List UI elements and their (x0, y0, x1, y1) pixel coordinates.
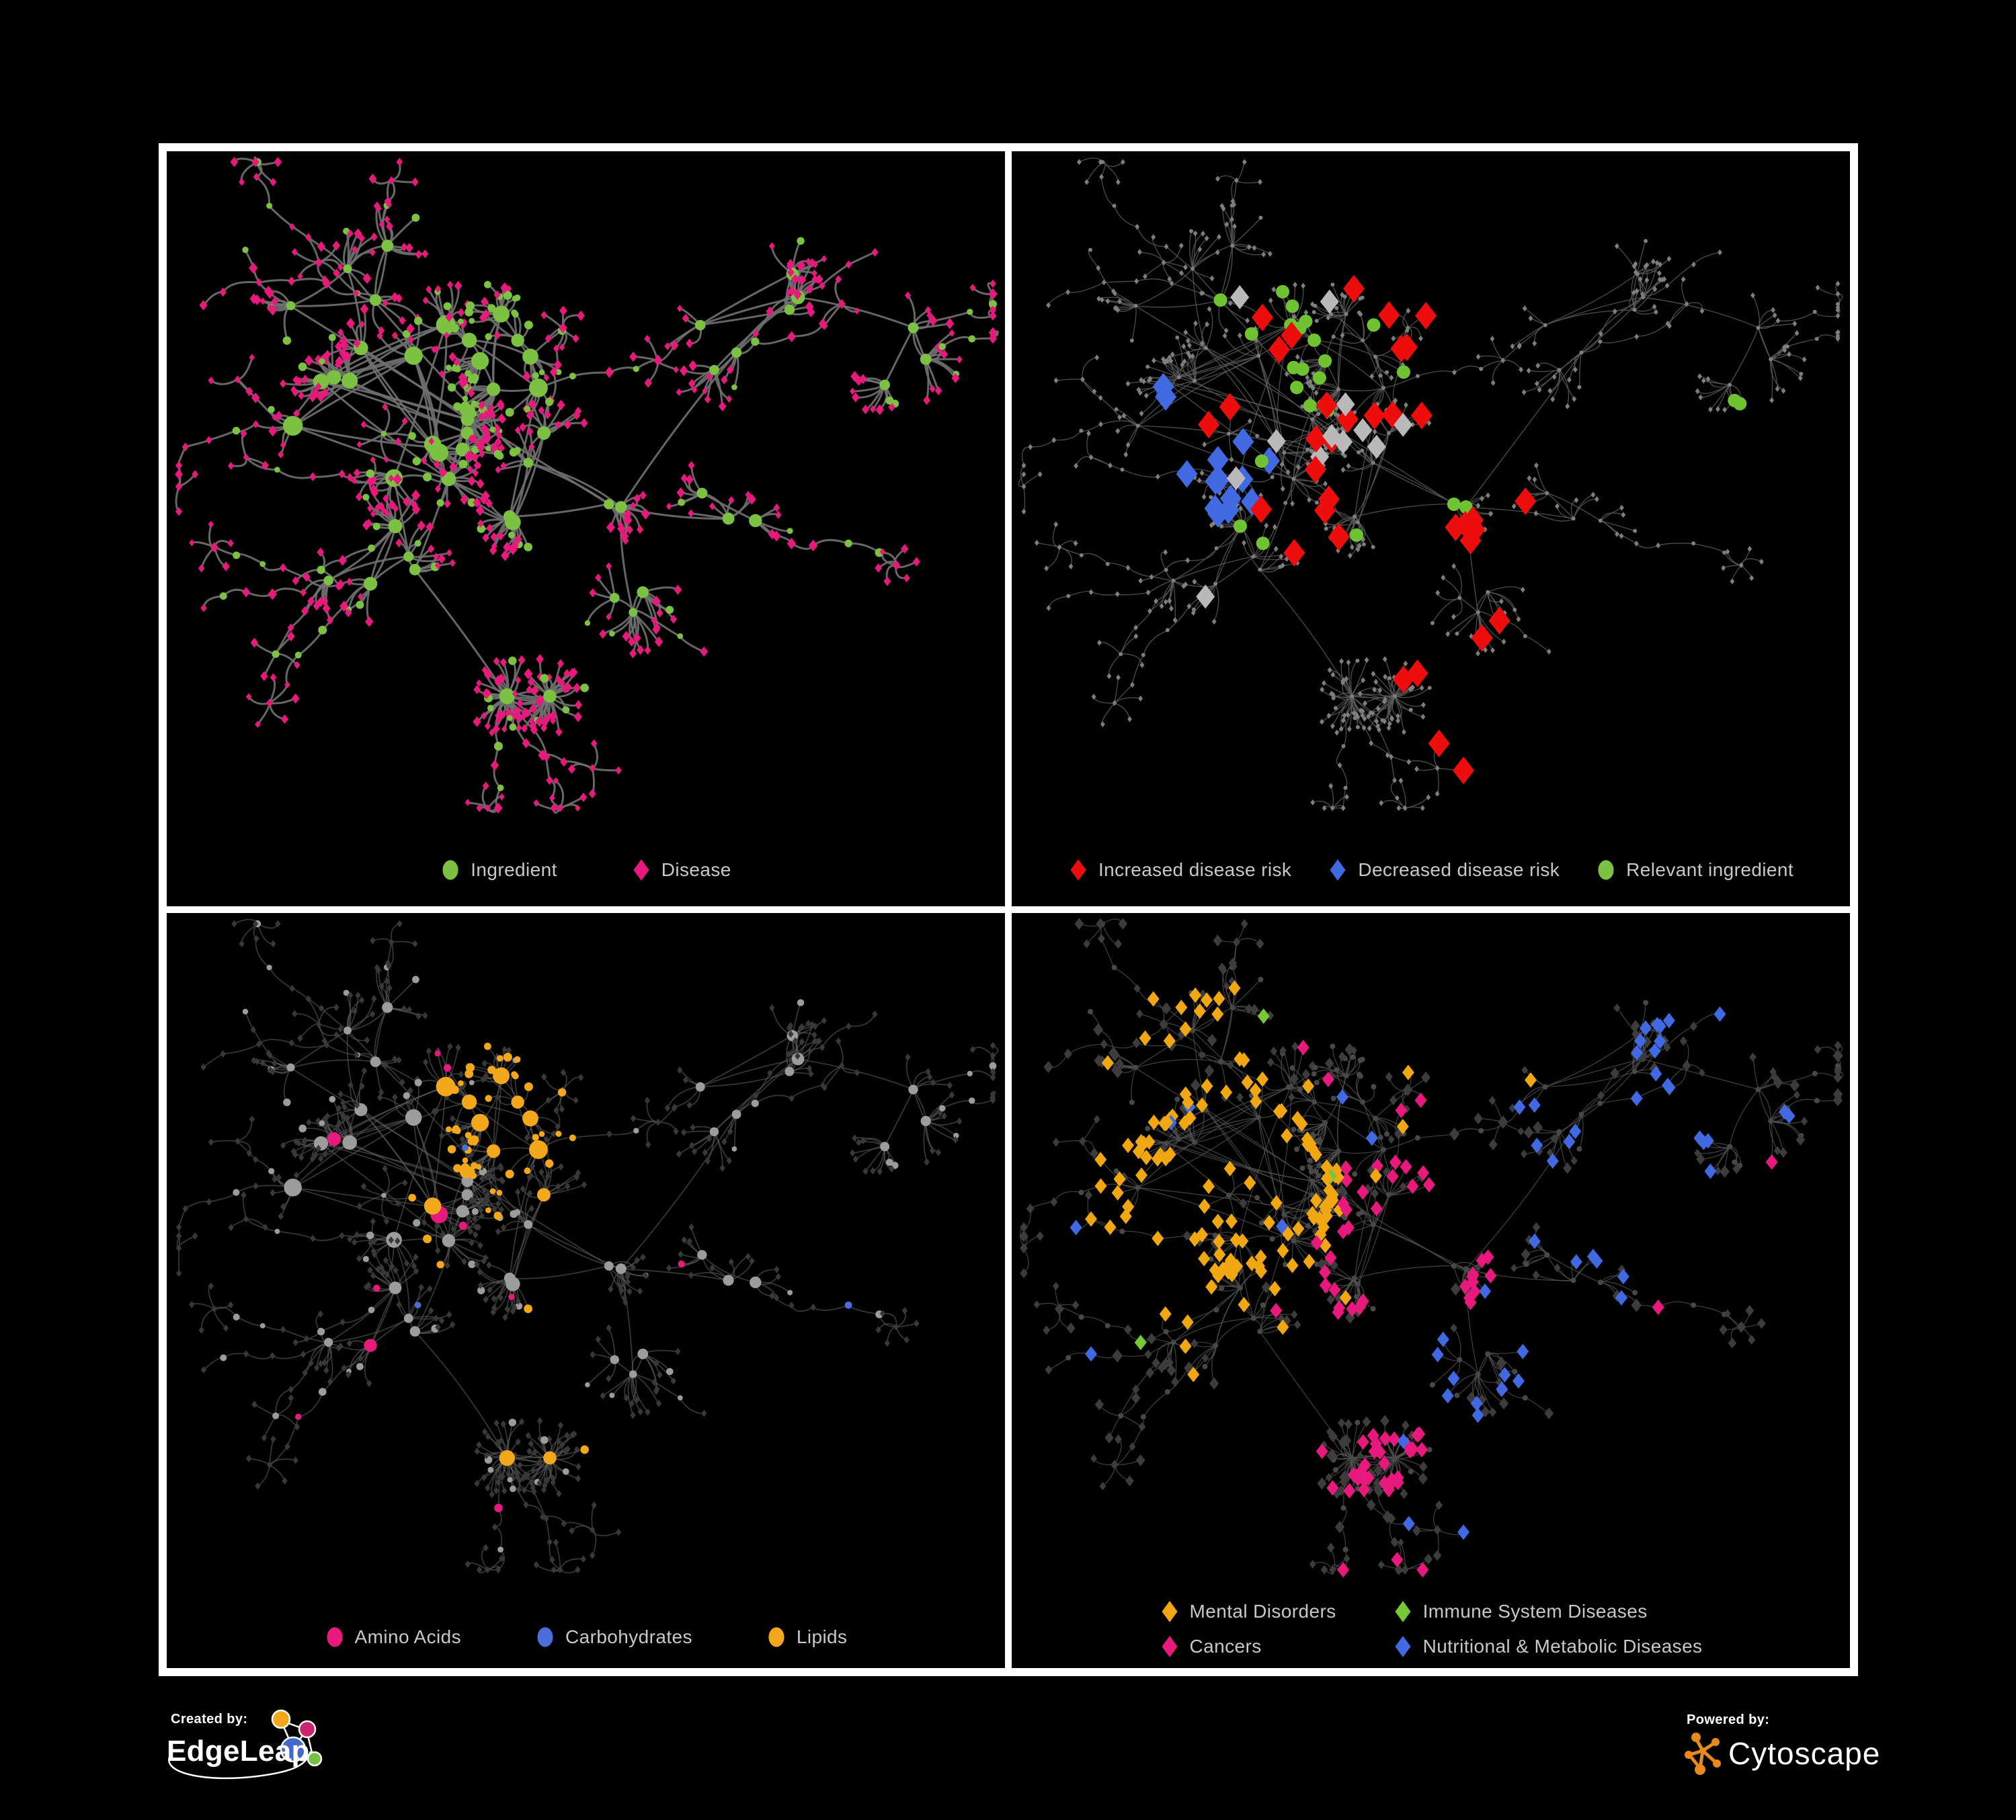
legend-diamond-icon (1330, 859, 1346, 881)
legend-diamond-icon (1161, 1601, 1178, 1622)
legend-disease-classes: Mental Disorders Immune System Diseases Ca… (1012, 1599, 1850, 1659)
panel-disease-classes: Mental Disorders Immune System Diseases Ca… (1012, 913, 1850, 1668)
legend-diamond-icon (1161, 1636, 1178, 1657)
edgeleap-logo: Created by: EdgeLeap (167, 1709, 323, 1780)
legend-item-disease: Disease (631, 858, 731, 882)
network-disease-classes (1019, 918, 1844, 1578)
legend-label: Lipids (796, 1626, 848, 1647)
legend-diamond-icon (1395, 1636, 1411, 1657)
panel-disease-risk: Increased disease risk Decreased disease … (1012, 151, 1850, 906)
legend-ingredient-disease: Ingredient Disease (167, 858, 1005, 882)
legend-item-nutritional-metabolic-diseases: Nutritional & Metabolic Diseases (1393, 1634, 1703, 1659)
legend-item-decreased-disease-risk: Decreased disease risk (1328, 858, 1560, 882)
legend-item-increased-disease-risk: Increased disease risk (1068, 858, 1291, 882)
panels-frame: Ingredient Disease Increased disease risk… (159, 143, 1858, 1676)
legend-label: Carbohydrates (565, 1626, 692, 1647)
legend-item-mental-disorders: Mental Disorders (1160, 1599, 1336, 1624)
cytoscape-brand: Cytoscape (1728, 1736, 1880, 1771)
legend-circle-icon (768, 1627, 784, 1647)
legend-circle-icon (326, 1627, 343, 1647)
legend-item-relevant-ingredient: Relevant ingredient (1596, 858, 1793, 882)
panel-ingredient-disease: Ingredient Disease (167, 151, 1005, 906)
legend-label: Immune System Diseases (1422, 1601, 1648, 1622)
legend-circle-icon (537, 1627, 553, 1647)
cytoscape-credit: Powered by: Cytoscape (1684, 1709, 1886, 1783)
legend-label: Ingredient (471, 859, 557, 880)
network-disease-risk (1018, 157, 1843, 812)
legend-nutrient-classes: Amino Acids Carbohydrates Lipids (167, 1625, 1005, 1649)
legend-disease-risk: Increased disease risk Decreased disease … (1012, 858, 1850, 882)
legend-circle-icon (1598, 860, 1614, 880)
legend-diamond-icon (633, 859, 649, 881)
edgeleap-brand: EdgeLeap (167, 1735, 310, 1768)
legend-label: Mental Disorders (1189, 1601, 1336, 1622)
edgeleap-node-blue-icon (280, 1736, 307, 1763)
edgeleap-swoosh (168, 1751, 312, 1780)
legend-diamond-icon (1070, 859, 1086, 881)
powered-by-label: Powered by: (1687, 1712, 1769, 1727)
edgeleap-credit: Created by: EdgeLeap (161, 1704, 363, 1798)
created-by-label: Created by: (171, 1712, 247, 1727)
legend-label: Decreased disease risk (1358, 859, 1560, 880)
edgeleap-node-orange-icon (271, 1709, 291, 1729)
legend-item-carbohydrates: Carbohydrates (535, 1625, 692, 1649)
legend-label: Nutritional & Metabolic Diseases (1422, 1636, 1703, 1657)
legend-item-lipids: Lipids (766, 1625, 848, 1649)
legend-label: Increased disease risk (1098, 859, 1292, 880)
legend-label: Disease (661, 859, 731, 880)
legend-item-immune-system-diseases: Immune System Diseases (1393, 1599, 1703, 1624)
legend-item-amino-acids: Amino Acids (325, 1625, 461, 1649)
legend-label: Amino Acids (354, 1626, 462, 1647)
legend-label: Relevant ingredient (1626, 859, 1794, 880)
legend-item-cancers: Cancers (1160, 1634, 1336, 1659)
edgeleap-node-magenta-icon (298, 1720, 317, 1739)
edgeleap-node-green-icon (307, 1751, 323, 1767)
panel-nutrient-classes: Amino Acids Carbohydrates Lipids (167, 913, 1005, 1668)
cytoscape-logo: Powered by: Cytoscape (1685, 1712, 1880, 1775)
legend-label: Cancers (1189, 1636, 1262, 1657)
legend-item-ingredient: Ingredient (440, 858, 557, 882)
legend-circle-icon (442, 860, 458, 880)
cytoscape-logo-icon (1685, 1733, 1721, 1775)
network-ingredient-disease (175, 156, 999, 814)
legend-diamond-icon (1395, 1601, 1411, 1622)
network-nutrient-classes (175, 918, 999, 1574)
